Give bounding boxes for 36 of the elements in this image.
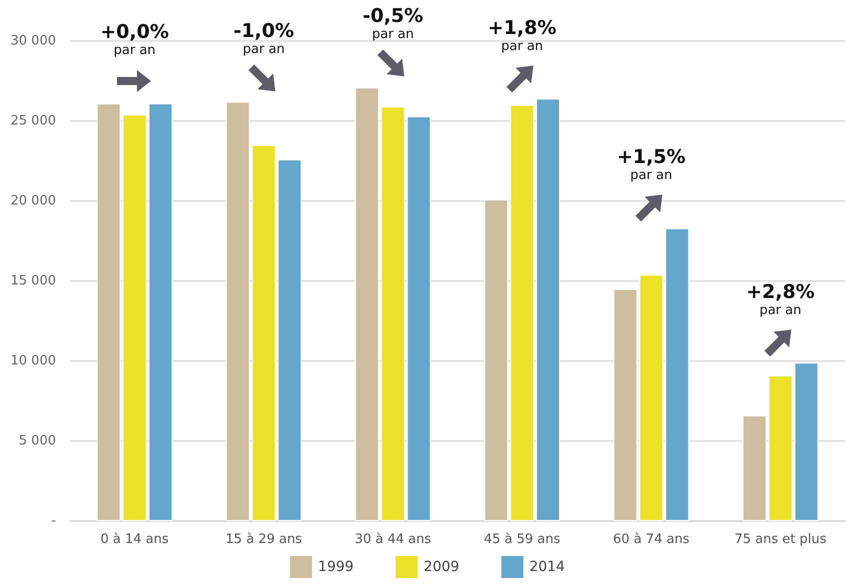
- x-tick-label: 60 à 74 ans: [613, 532, 690, 547]
- annotation: -0,5% par an: [362, 5, 424, 44]
- bar: [148, 103, 173, 521]
- y-tick-label: 5 000: [18, 434, 56, 448]
- annotation: +2,8% par an: [746, 280, 815, 319]
- legend-label: 1999: [318, 559, 354, 575]
- bar: [536, 98, 560, 521]
- legend-label: 2014: [529, 559, 566, 575]
- bar: [406, 116, 431, 521]
- y-tick-label: -: [51, 514, 56, 528]
- bar: [226, 102, 250, 521]
- y-tick-label: 20 000: [10, 194, 56, 208]
- bar: [794, 362, 818, 521]
- annotation: -1,0% par an: [233, 20, 294, 58]
- bar: [122, 114, 147, 521]
- annotation: +0,0% par an: [100, 21, 169, 60]
- bar: [484, 199, 508, 521]
- x-tick-label: 15 à 29 ans: [226, 532, 302, 547]
- x-tick-label: 45 à 59 ans: [484, 532, 561, 547]
- bar: [613, 289, 638, 521]
- y-tick-label: 15 000: [10, 274, 56, 288]
- y-tick-label: 25 000: [10, 114, 56, 128]
- x-tick-label: 75 ans et plus: [734, 532, 827, 547]
- bar: [380, 106, 405, 521]
- bar: [742, 415, 766, 521]
- annotation: +1,5% par an: [616, 146, 686, 184]
- annotation: +1,8% par an: [488, 16, 556, 55]
- y-tick-label: 10 000: [10, 354, 56, 368]
- x-tick-label: 30 à 44 ans: [354, 532, 432, 547]
- x-tick-label: 0 à 14 ans: [100, 532, 169, 547]
- y-tick-label: 30 000: [10, 34, 56, 48]
- bar: [510, 105, 534, 521]
- legend-label: 2009: [424, 559, 460, 575]
- bar: [768, 375, 792, 521]
- bar: [96, 103, 121, 521]
- bar: [354, 87, 379, 521]
